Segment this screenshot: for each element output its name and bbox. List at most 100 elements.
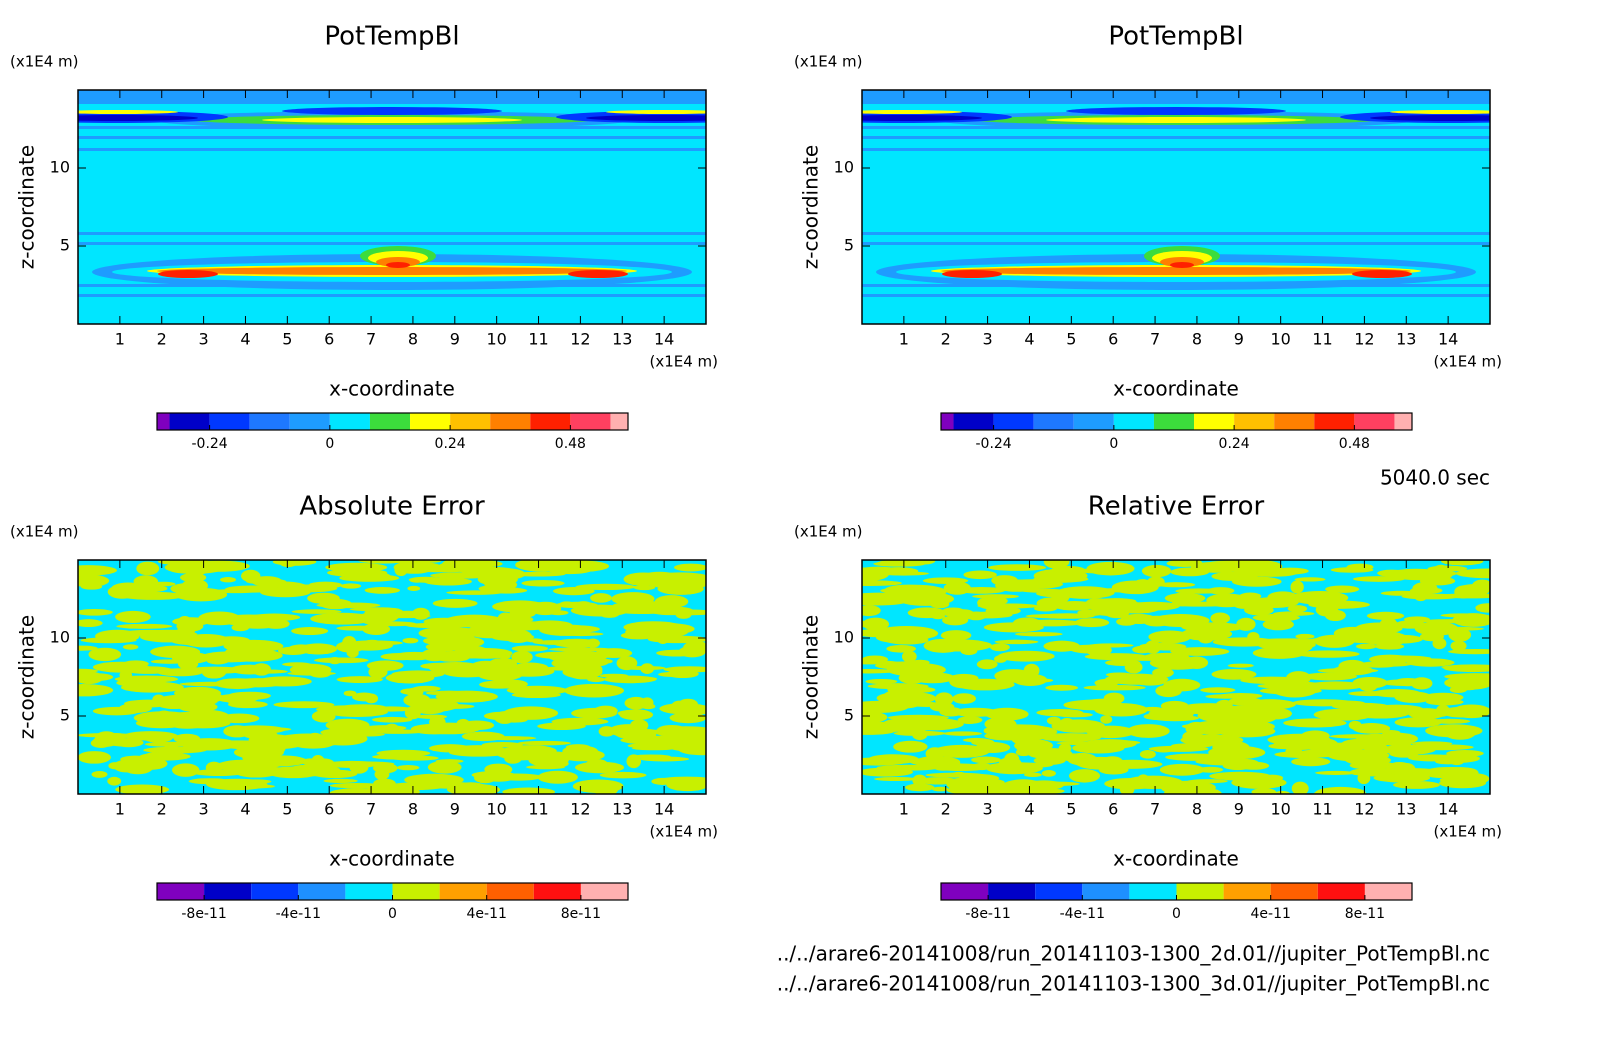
field-patch: [932, 786, 949, 792]
field-patch: [136, 561, 160, 576]
field-patch: [862, 628, 900, 638]
panel: PotTempBl (x1E4 m) (x1E4 m) x-coordinate z-c…: [10, 22, 718, 453]
field-patch: [78, 619, 103, 628]
field-patch: [119, 670, 133, 681]
field-patch: [1209, 771, 1271, 781]
field-patch: [1290, 580, 1304, 594]
field-patch: [1058, 743, 1072, 754]
field-band: [78, 90, 706, 104]
field-patch: [528, 753, 569, 768]
colorbar-segment: [486, 883, 534, 900]
x-tick-label: 11: [528, 330, 548, 349]
field-patch: [1126, 601, 1180, 611]
field-patch: [529, 601, 562, 616]
x-tick-label: 9: [450, 800, 460, 819]
x-tick-label: 1: [115, 800, 125, 819]
field-patch: [323, 778, 358, 784]
field-patch: [927, 757, 961, 769]
field-patch: [105, 733, 128, 740]
y-tick-label: 10: [834, 158, 854, 177]
field-patch: [669, 712, 706, 724]
field-patch: [402, 637, 419, 644]
field-patch: [1211, 593, 1243, 600]
plot-frame: [861, 559, 1491, 795]
field-patch: [1139, 749, 1156, 759]
y-axis-label: z-coordinate: [799, 145, 823, 269]
field-patch: [1374, 643, 1405, 650]
field-patch: [1236, 617, 1256, 631]
field-band: [78, 115, 198, 121]
field-patch: [1084, 653, 1148, 661]
colorbar-segment: [490, 413, 531, 430]
colorbar-segment: [410, 413, 451, 430]
colorbar-tick-label: -8e-11: [965, 906, 1010, 922]
x-tick-label: 6: [1108, 330, 1118, 349]
field-patch: [1259, 686, 1322, 695]
field-patch: [343, 690, 357, 697]
colorbar-segment: [1317, 883, 1365, 900]
field-patch: [1151, 715, 1199, 722]
field-patch: [315, 741, 337, 747]
x-tick-label: 11: [528, 800, 548, 819]
field-patch: [1315, 603, 1339, 617]
field-patch: [1100, 715, 1113, 724]
colorbar-segment: [157, 883, 205, 900]
field-patch: [882, 723, 929, 731]
field-patch: [1116, 617, 1137, 626]
field-patch: [532, 640, 579, 645]
field-patch: [1349, 768, 1395, 777]
field-patch: [1392, 769, 1406, 775]
y-tick-label: 10: [50, 158, 70, 177]
field-patch: [1443, 664, 1490, 673]
field-patch: [862, 617, 890, 631]
field-patch: [1060, 717, 1074, 727]
panel-title: PotTempBl: [1108, 22, 1243, 52]
field-patch: [1063, 699, 1124, 711]
colorbar-tick-label: 4e-11: [467, 906, 507, 922]
field-patch: [409, 578, 425, 583]
field-patch: [1043, 560, 1070, 569]
field-patch: [1208, 745, 1266, 760]
field-patch: [432, 598, 478, 608]
field-patch: [329, 788, 388, 794]
field-patch: [202, 666, 227, 679]
plot-frame: [77, 89, 707, 325]
x-tick-label: 8: [408, 330, 418, 349]
field-patch: [1369, 654, 1411, 665]
field-patch: [255, 739, 275, 745]
x-tick-label: 6: [1108, 800, 1118, 819]
field-patch: [868, 754, 919, 764]
field-patch: [115, 784, 170, 794]
field-patch: [1197, 708, 1241, 723]
field-band: [862, 115, 982, 121]
field-patch: [1200, 687, 1236, 693]
field-patch: [952, 693, 976, 704]
field-patch: [114, 738, 144, 748]
x-tick-label: 8: [408, 800, 418, 819]
field-patch: [1366, 611, 1405, 620]
field-band: [1390, 110, 1490, 114]
field-patch: [925, 772, 986, 778]
x-tick-label: 4: [1024, 800, 1034, 819]
field-patch: [1014, 631, 1063, 637]
x-unit: (x1E4 m): [649, 823, 718, 841]
field-patch: [651, 777, 674, 785]
colorbar-segment: [1113, 413, 1154, 430]
file-path: ../../arare6-20141008/run_20141103-1300_…: [777, 942, 1490, 966]
field-patch: [1036, 708, 1084, 717]
field-patch: [985, 762, 1043, 775]
field-patch: [1244, 699, 1296, 710]
field-patch: [546, 560, 610, 573]
field-patch: [156, 668, 203, 677]
field-patch: [1086, 561, 1135, 576]
field-patch: [150, 645, 201, 658]
field-patch: [1410, 744, 1474, 751]
field-patch: [1451, 704, 1490, 719]
field-patch: [1373, 732, 1419, 745]
field-band: [606, 110, 706, 114]
field-band: [78, 242, 706, 245]
x-tick-label: 13: [1396, 330, 1416, 349]
field-patch: [142, 682, 163, 692]
field-patch: [1393, 780, 1440, 789]
x-unit: (x1E4 m): [1433, 823, 1502, 841]
